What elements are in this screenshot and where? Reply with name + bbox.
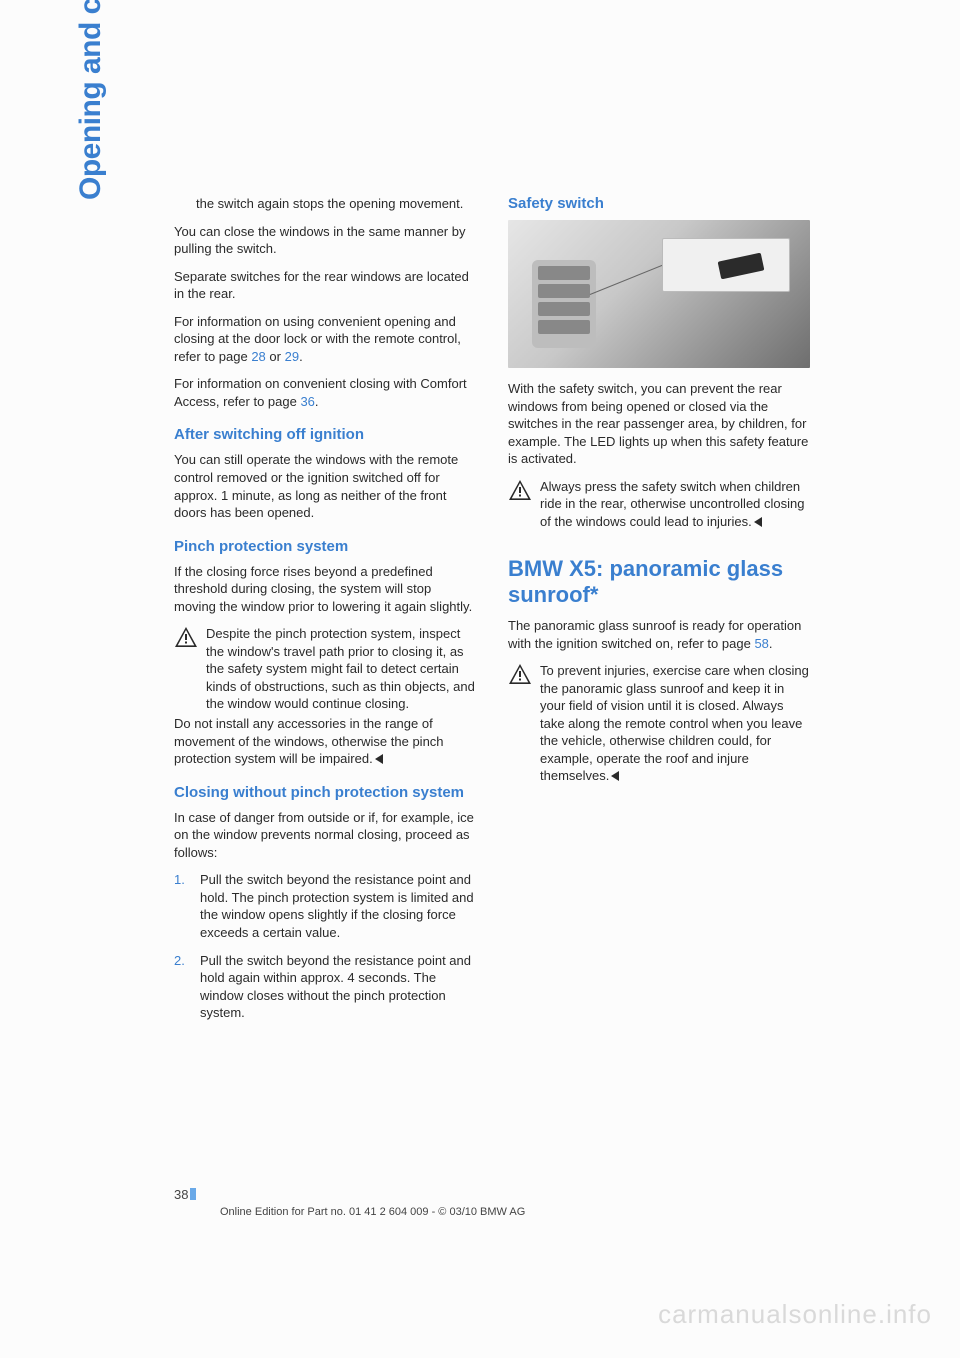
list-text: Pull the switch beyond the resistance po… bbox=[200, 952, 476, 1022]
warning-icon bbox=[508, 479, 532, 501]
text: For information on convenient closing wi… bbox=[174, 376, 467, 409]
list-number: 2. bbox=[174, 952, 190, 1022]
warning-text-cont: Do not install any accessories in the ra… bbox=[174, 715, 476, 768]
illustration-button bbox=[538, 266, 590, 280]
paragraph: Separate switches for the rear windows a… bbox=[174, 268, 476, 303]
ordered-list: 1. Pull the switch beyond the resistance… bbox=[174, 871, 476, 1031]
column-left: the switch again stops the opening movem… bbox=[174, 195, 476, 1042]
page-footer: 38 Online Edition for Part no. 01 41 2 6… bbox=[174, 1187, 814, 1218]
text: For information on using convenient open… bbox=[174, 314, 461, 364]
continued-bullet: the switch again stops the opening movem… bbox=[196, 195, 476, 213]
warning-block: Despite the pinch protection system, ins… bbox=[174, 625, 476, 767]
footer-copyright: Online Edition for Part no. 01 41 2 604 … bbox=[220, 1206, 814, 1218]
safety-switch-illustration bbox=[508, 220, 810, 368]
paragraph: You can close the windows in the same ma… bbox=[174, 223, 476, 258]
text: Always press the safety switch when chil… bbox=[540, 479, 804, 529]
paragraph: For information on convenient closing wi… bbox=[174, 375, 476, 410]
page-content: the switch again stops the opening movem… bbox=[110, 195, 850, 1215]
end-marker-icon bbox=[375, 754, 383, 764]
illustration-zoom bbox=[662, 238, 790, 292]
warning-icon bbox=[508, 663, 532, 685]
list-item: 2. Pull the switch beyond the resistance… bbox=[174, 952, 476, 1022]
heading-panoramic-sunroof: BMW X5: panoramic glass sunroof* bbox=[508, 556, 810, 607]
warning-icon bbox=[174, 626, 198, 648]
paragraph: In case of danger from outside or if, fo… bbox=[174, 809, 476, 862]
end-marker-icon bbox=[754, 517, 762, 527]
paragraph: The panoramic glass sunroof is ready for… bbox=[508, 617, 810, 652]
text: Do not install any accessories in the ra… bbox=[174, 716, 444, 766]
warning-head: Always press the safety switch when chil… bbox=[508, 478, 810, 531]
text: Despite the pinch protection system, ins… bbox=[206, 626, 475, 711]
page-number-marker bbox=[190, 1188, 196, 1200]
text: . bbox=[299, 349, 303, 364]
page-number: 38 bbox=[174, 1187, 814, 1202]
list-number: 1. bbox=[174, 871, 190, 941]
paragraph: With the safety switch, you can prevent … bbox=[508, 380, 810, 468]
page-ref-link[interactable]: 28 bbox=[251, 349, 265, 364]
paragraph: You can still operate the windows with t… bbox=[174, 451, 476, 521]
illustration-switch bbox=[718, 253, 765, 280]
warning-text: Always press the safety switch when chil… bbox=[540, 478, 810, 531]
warning-block: Always press the safety switch when chil… bbox=[508, 478, 810, 531]
column-right: Safety switch With the safety switch, yo… bbox=[508, 195, 810, 1042]
text: or bbox=[266, 349, 285, 364]
side-vertical-title: Opening and closing bbox=[74, 0, 108, 200]
end-marker-icon bbox=[611, 771, 619, 781]
warning-text: Despite the pinch protection system, ins… bbox=[206, 625, 476, 713]
heading-pinch-protection: Pinch protection system bbox=[174, 538, 476, 555]
watermark: carmanualsonline.info bbox=[658, 1299, 932, 1330]
paragraph: For information on using convenient open… bbox=[174, 313, 476, 366]
illustration-button bbox=[538, 302, 590, 316]
text: To prevent injuries, exercise care when … bbox=[540, 663, 809, 783]
page-ref-link[interactable]: 58 bbox=[754, 636, 768, 651]
heading-closing-without-pinch: Closing without pinch protection system bbox=[174, 784, 476, 801]
two-columns: the switch again stops the opening movem… bbox=[110, 195, 850, 1042]
warning-text: To prevent injuries, exercise care when … bbox=[540, 662, 810, 785]
warning-head: Despite the pinch protection system, ins… bbox=[174, 625, 476, 713]
heading-safety-switch: Safety switch bbox=[508, 195, 810, 212]
warning-block: To prevent injuries, exercise care when … bbox=[508, 662, 810, 785]
list-item: 1. Pull the switch beyond the resistance… bbox=[174, 871, 476, 941]
heading-after-ignition: After switching off ignition bbox=[174, 426, 476, 443]
paragraph: If the closing force rises beyond a pred… bbox=[174, 563, 476, 616]
warning-head: To prevent injuries, exercise care when … bbox=[508, 662, 810, 785]
illustration-button bbox=[538, 284, 590, 298]
text: . bbox=[769, 636, 773, 651]
page-number-value: 38 bbox=[174, 1187, 188, 1202]
list-text: Pull the switch beyond the resistance po… bbox=[200, 871, 476, 941]
illustration-button bbox=[538, 320, 590, 334]
text: . bbox=[315, 394, 319, 409]
illustration-panel bbox=[532, 260, 596, 348]
page-ref-link[interactable]: 29 bbox=[285, 349, 299, 364]
page-ref-link[interactable]: 36 bbox=[300, 394, 314, 409]
